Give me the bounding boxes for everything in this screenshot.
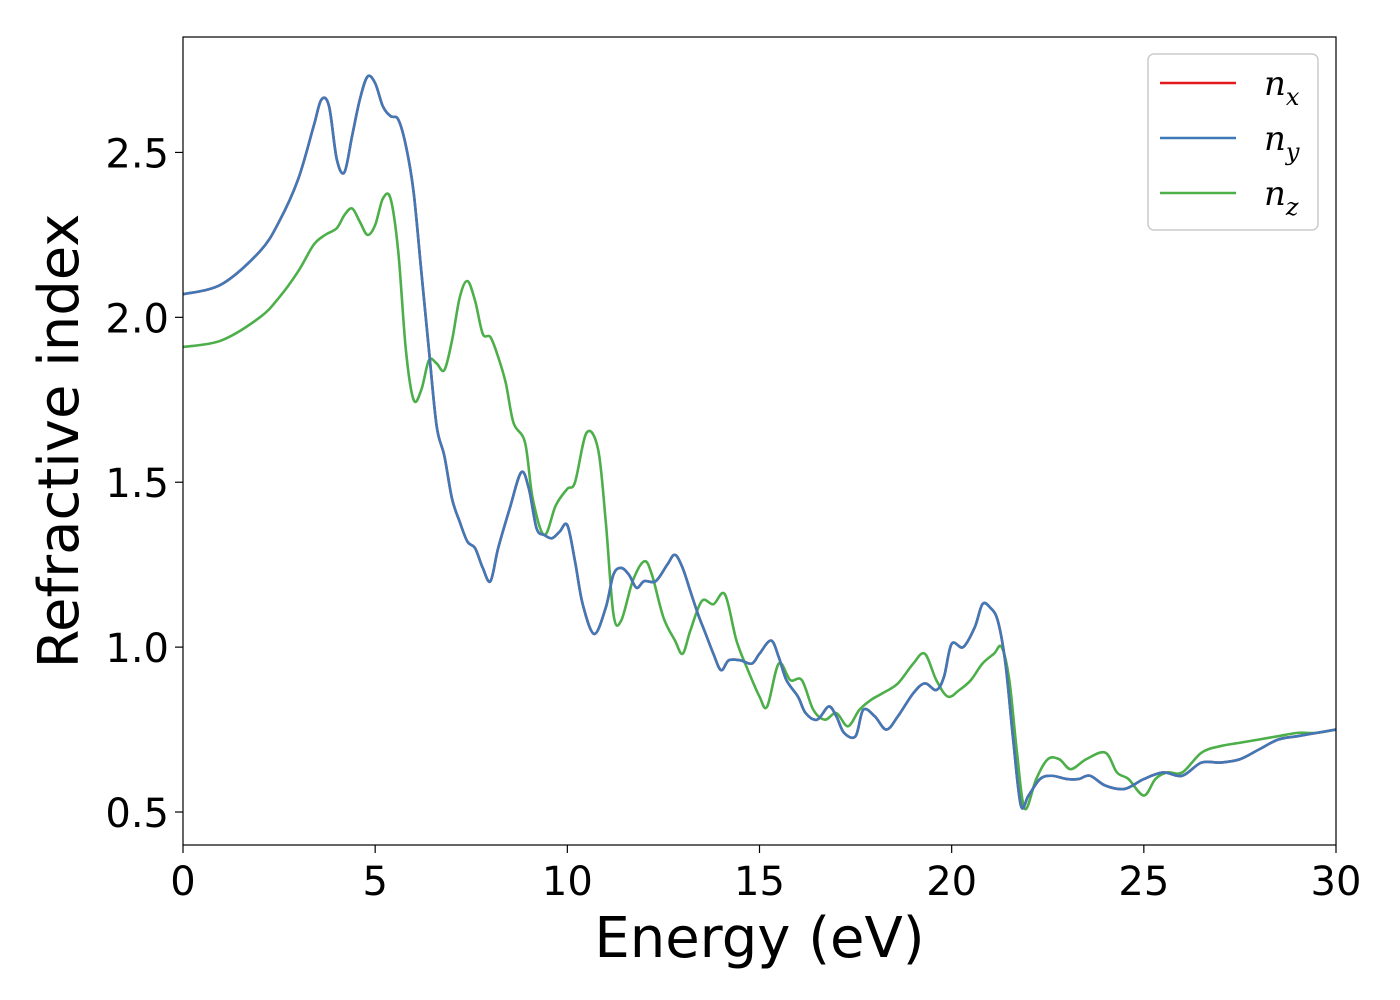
series-line-ny	[183, 74, 1336, 810]
legend-subscript: x	[1286, 83, 1300, 111]
y-tick-label: 1.5	[105, 461, 169, 507]
x-tick-label: 20	[926, 859, 977, 905]
x-tick-label: 5	[362, 859, 387, 905]
x-tick-label: 0	[170, 859, 195, 905]
y-tick-label: 1.0	[105, 626, 169, 672]
legend-box	[1147, 53, 1319, 231]
x-tick-label: 10	[542, 859, 593, 905]
y-tick-label: 2.0	[105, 296, 169, 342]
legend-label: nx	[1264, 64, 1300, 111]
y-tick-label: 2.5	[105, 131, 169, 177]
legend-entry-nx: nx	[1160, 64, 1300, 111]
legend-subscript: z	[1285, 193, 1299, 221]
x-axis-title: Energy (eV)	[594, 906, 924, 971]
x-tick-label: 30	[1311, 859, 1362, 905]
x-axis-ticks: 0 5 10 15 20 25 30	[170, 845, 1361, 905]
x-tick-label: 25	[1118, 859, 1169, 905]
y-tick-label: 0.5	[105, 791, 169, 837]
y-axis-ticks: 0.5 1.0 1.5 2.0 2.5	[105, 131, 183, 837]
y-axis-title: Refractive index	[27, 214, 92, 669]
series-layer	[183, 74, 1336, 811]
legend-entry-ny: ny	[1160, 119, 1300, 166]
legend-subscript: y	[1285, 138, 1300, 166]
series-line-nz	[183, 192, 1336, 811]
x-tick-label: 15	[734, 859, 785, 905]
